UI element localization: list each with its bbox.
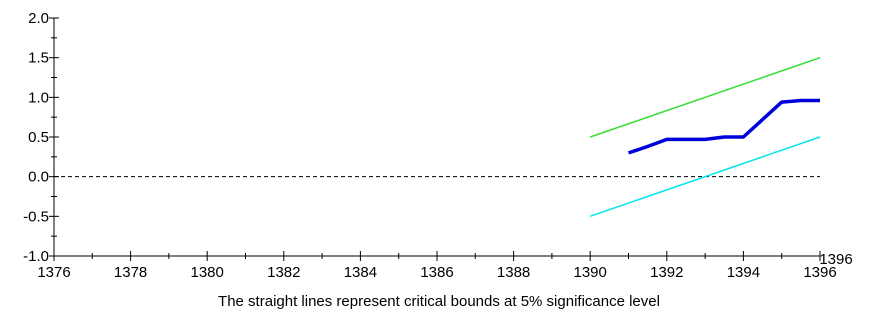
upper-bound-line (589, 56, 821, 138)
x-tick-label: 1388 (497, 264, 530, 281)
y-tick-label: 2.0 (28, 10, 49, 27)
x-tick-label: 1386 (420, 264, 453, 281)
x-tick-label: 1380 (191, 264, 224, 281)
x-tick-label: 1394 (727, 264, 760, 281)
x-tick-label: 1392 (650, 264, 683, 281)
x-tick-label: 1396 (819, 251, 852, 268)
x-tick-label: 1376 (37, 264, 70, 281)
cusum-line (627, 98, 820, 155)
y-tick-label: -1.0 (23, 248, 49, 265)
y-tick-label: 1.5 (28, 50, 49, 67)
lower-bound-line (589, 136, 821, 218)
y-tick-label: 0.5 (28, 129, 49, 146)
x-tick-label: 1384 (344, 264, 377, 281)
x-tick-label: 1382 (267, 264, 300, 281)
y-tick-label: -0.5 (23, 208, 49, 225)
y-tick-label: 0.0 (28, 169, 49, 186)
x-tick-label: 1378 (114, 264, 147, 281)
y-tick-label: 1.0 (28, 89, 49, 106)
chart-caption: The straight lines represent critical bo… (218, 293, 660, 310)
x-tick-label: 1396 (803, 264, 836, 281)
x-tick-label: 1390 (574, 264, 607, 281)
